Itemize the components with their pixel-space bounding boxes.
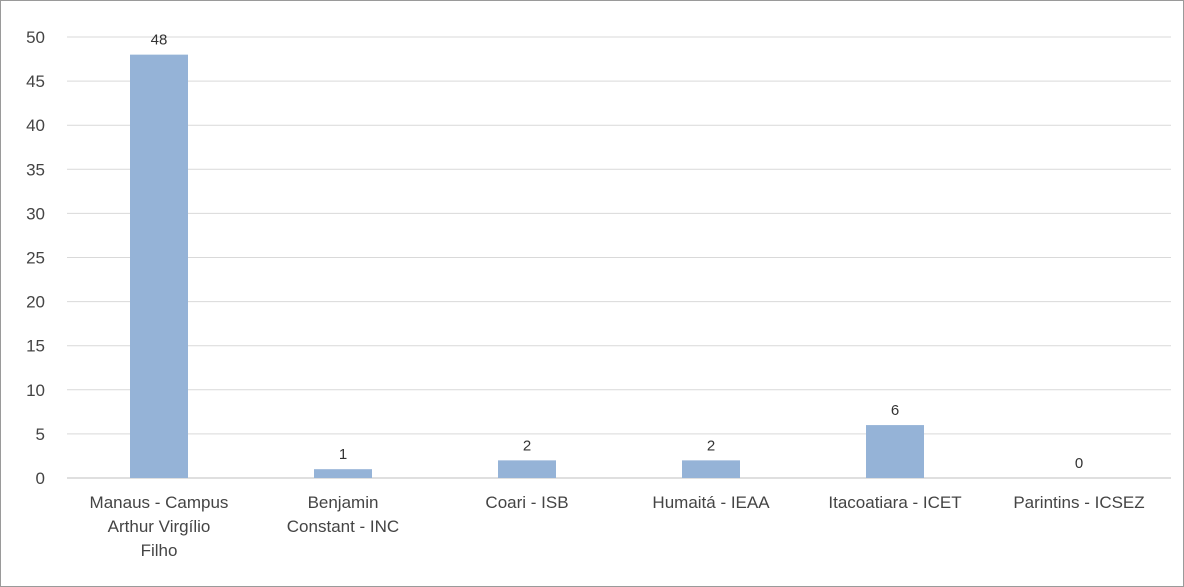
y-tick-label: 50 [26,28,45,47]
bar [314,469,372,478]
data-label: 48 [151,32,168,49]
x-tick-label: Itacoatiara - ICET [828,493,961,512]
data-label: 6 [891,402,899,419]
x-tick-label: Benjamin Constant - INC [287,493,399,536]
y-tick-label: 45 [26,72,45,91]
x-tick-label: Humaitá - IEAA [652,493,770,512]
y-tick-label: 10 [26,381,45,400]
y-tick-label: 15 [26,337,45,356]
y-tick-label: 25 [26,249,45,268]
y-tick-label: 30 [26,204,45,223]
bar [682,460,740,478]
bar [130,54,188,478]
y-tick-label: 20 [26,293,45,312]
data-label: 2 [707,437,715,454]
y-tick-label: 0 [36,469,45,488]
x-tick-label: Manaus - Campus Arthur Virgílio Filho [90,493,229,560]
x-tick-label: Coari - ISB [485,493,568,512]
y-tick-label: 40 [26,116,45,135]
data-label: 0 [1075,455,1083,472]
bar [498,460,556,478]
data-label: 1 [339,446,347,463]
y-tick-label: 35 [26,160,45,179]
bar [866,425,924,478]
data-label: 2 [523,437,531,454]
x-tick-label: Parintins - ICSEZ [1013,493,1144,512]
y-tick-label: 5 [36,425,45,444]
